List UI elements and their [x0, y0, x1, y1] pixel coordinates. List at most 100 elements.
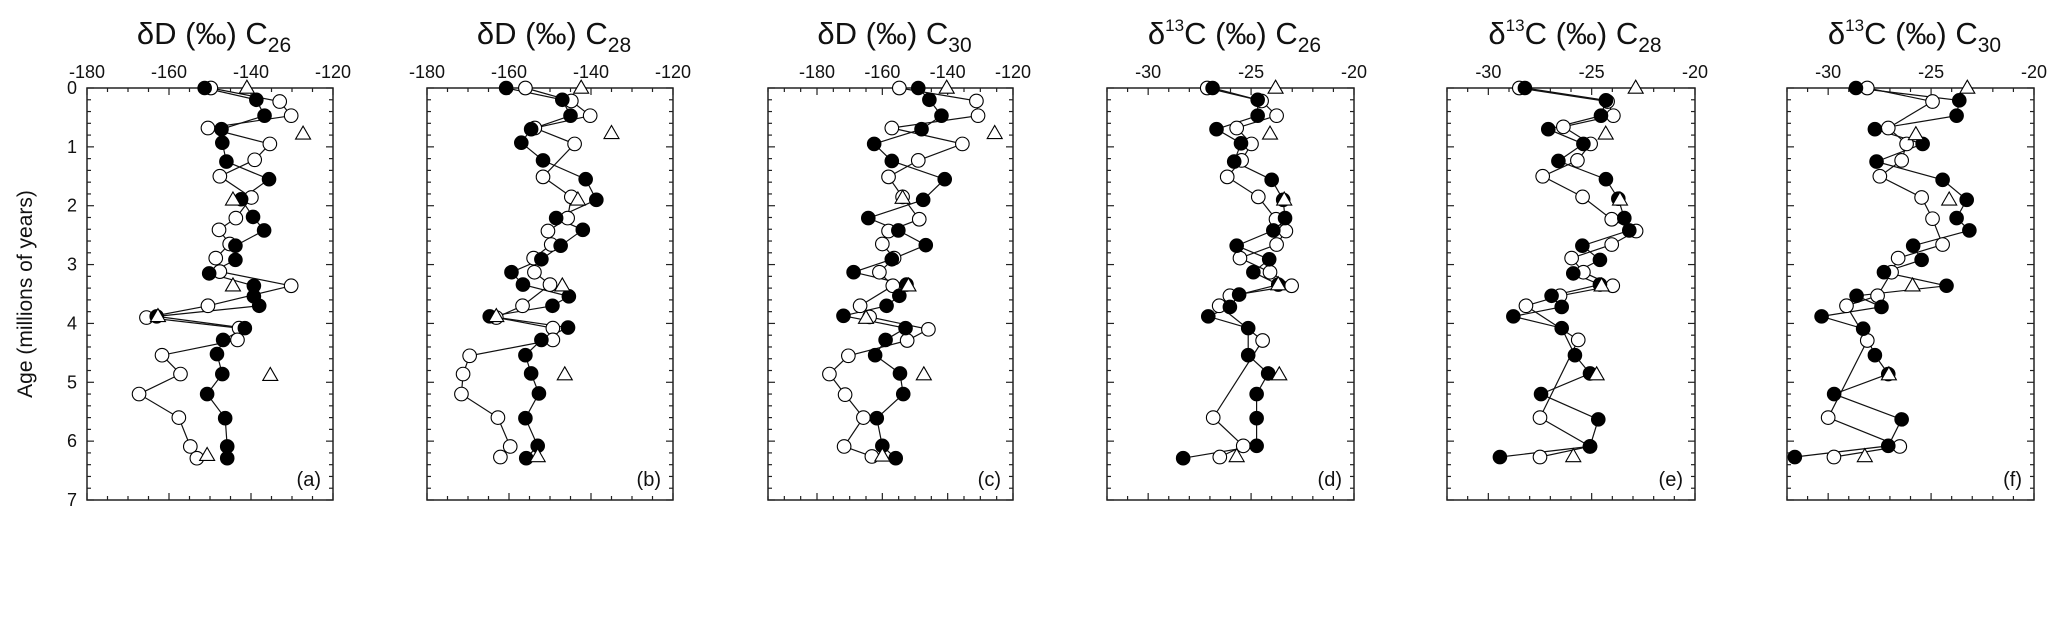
- filled-circle-point: [1949, 108, 1964, 123]
- open-triangle-point: [900, 276, 917, 292]
- open-circle-point: [1212, 449, 1228, 465]
- filled-circle-point: [879, 298, 894, 314]
- filled-circle-point: [217, 410, 233, 426]
- filled-circle-point: [1867, 121, 1883, 137]
- filled-circle-point: [261, 171, 277, 187]
- panel-b: δD (‰) C28 -180 -160 -140 -120 (b): [409, 16, 691, 501]
- open-circle-point: [527, 264, 542, 280]
- title-text: δD (‰) C: [477, 16, 608, 51]
- plot-frame: [86, 87, 334, 501]
- open-circle-point: [1255, 333, 1270, 348]
- x-tick-label: -120: [315, 62, 351, 82]
- y-tick-label: 2: [67, 196, 77, 216]
- y-tick-label: 1: [67, 137, 77, 157]
- open-circle-point: [1604, 211, 1620, 227]
- filled-circle-point: [1787, 449, 1803, 465]
- filled-circle-point: [1205, 80, 1220, 96]
- filled-circle-point: [1544, 288, 1559, 304]
- open-circle-point: [881, 169, 896, 185]
- x-tick-label: -120: [655, 62, 691, 82]
- filled-circle-point: [915, 192, 931, 208]
- open-circle-point: [891, 80, 907, 96]
- filled-circle-point: [219, 154, 234, 169]
- open-triangle-point: [894, 189, 912, 204]
- filled-circle-point: [245, 209, 261, 225]
- filled-circle-point: [553, 238, 568, 254]
- title-subscript: 30: [1978, 34, 2001, 57]
- open-circle-point: [872, 264, 887, 280]
- open-triangle-point: [553, 276, 571, 292]
- filled-circle-point: [1246, 264, 1261, 280]
- filled-circle-point: [1855, 321, 1871, 337]
- title-superscript: 13: [1845, 16, 1864, 35]
- open-triangle-point: [1627, 79, 1645, 94]
- title-subscript: 30: [948, 34, 971, 57]
- filled-circle-point: [914, 121, 929, 137]
- open-triangle-point: [294, 125, 312, 140]
- open-circle-point: [154, 347, 170, 363]
- open-triangle-point: [986, 124, 1004, 140]
- panel-label: (f): [2003, 469, 2022, 491]
- open-triangle-point: [198, 446, 216, 462]
- x-tick-label: -180: [799, 62, 835, 82]
- panel-label: (c): [978, 469, 1001, 491]
- filled-circle-point: [523, 366, 539, 381]
- open-circle-point: [454, 386, 469, 402]
- x-tick-label: -30: [1135, 62, 1161, 82]
- filled-circle-point: [836, 308, 851, 324]
- title-subscript: 28: [608, 34, 631, 57]
- open-circle-point: [911, 211, 927, 227]
- open-circle-point: [921, 321, 936, 337]
- open-circle-point: [462, 348, 477, 364]
- open-circle-point: [582, 108, 598, 124]
- open-circle-point: [1269, 108, 1284, 124]
- filled-circle-point: [1261, 251, 1277, 267]
- open-triangle-point: [1907, 125, 1925, 141]
- title-superscript: 13: [1165, 16, 1184, 35]
- filled-circle-point: [237, 320, 253, 336]
- open-circle-point: [1890, 250, 1906, 266]
- open-circle-point: [171, 410, 187, 425]
- open-circle-point: [1880, 120, 1896, 136]
- open-triangle-point: [873, 446, 891, 462]
- filled-circle-point: [846, 264, 861, 280]
- filled-circle-point: [1874, 299, 1889, 315]
- open-circle-point: [1925, 94, 1940, 109]
- open-circle-point: [518, 80, 533, 96]
- open-triangle-point: [915, 365, 933, 381]
- open-circle-point: [230, 332, 245, 348]
- open-circle-point: [1925, 211, 1940, 227]
- title-subscript: 28: [1638, 34, 1661, 57]
- open-circle-point: [490, 410, 506, 425]
- open-triangle-point: [1958, 79, 1976, 94]
- filled-circle-point: [1565, 266, 1581, 281]
- open-triangle-point: [1270, 365, 1288, 381]
- filled-circle-point: [1240, 347, 1256, 363]
- filled-circle-point: [891, 223, 906, 238]
- x-tick-label: -25: [1579, 62, 1605, 82]
- open-circle-point: [969, 93, 984, 109]
- filled-circle-point: [251, 298, 267, 314]
- panel-a: δD (‰) C26 -180 -160 -140 -120 0 1 2 3 4 5 6 7 (a): [67, 16, 351, 510]
- filled-circle-point: [937, 171, 953, 187]
- open-circle-point: [283, 278, 299, 294]
- filled-circle-point: [1848, 80, 1864, 96]
- open-circle-point: [1532, 410, 1548, 425]
- open-circle-point: [1872, 168, 1888, 184]
- open-circle-point: [540, 223, 556, 239]
- panel-label: (d): [1318, 469, 1342, 491]
- panel-f: δ13C (‰) C30 -30 -25 -20 (f): [1786, 16, 2047, 501]
- filled-circle-point: [1914, 252, 1929, 268]
- filled-circle-point: [1517, 80, 1533, 96]
- filled-circle-point: [1593, 108, 1609, 123]
- open-circle-point: [208, 250, 224, 266]
- x-tick-label: -140: [930, 62, 966, 82]
- filled-circle-point: [257, 108, 272, 123]
- open-circle-point: [247, 152, 263, 168]
- y-tick-label: 7: [67, 490, 77, 510]
- open-triangle-point: [1588, 365, 1606, 381]
- panel-label: (b): [637, 469, 661, 491]
- title-text: δ: [1488, 16, 1505, 51]
- filled-circle-point: [1894, 412, 1909, 427]
